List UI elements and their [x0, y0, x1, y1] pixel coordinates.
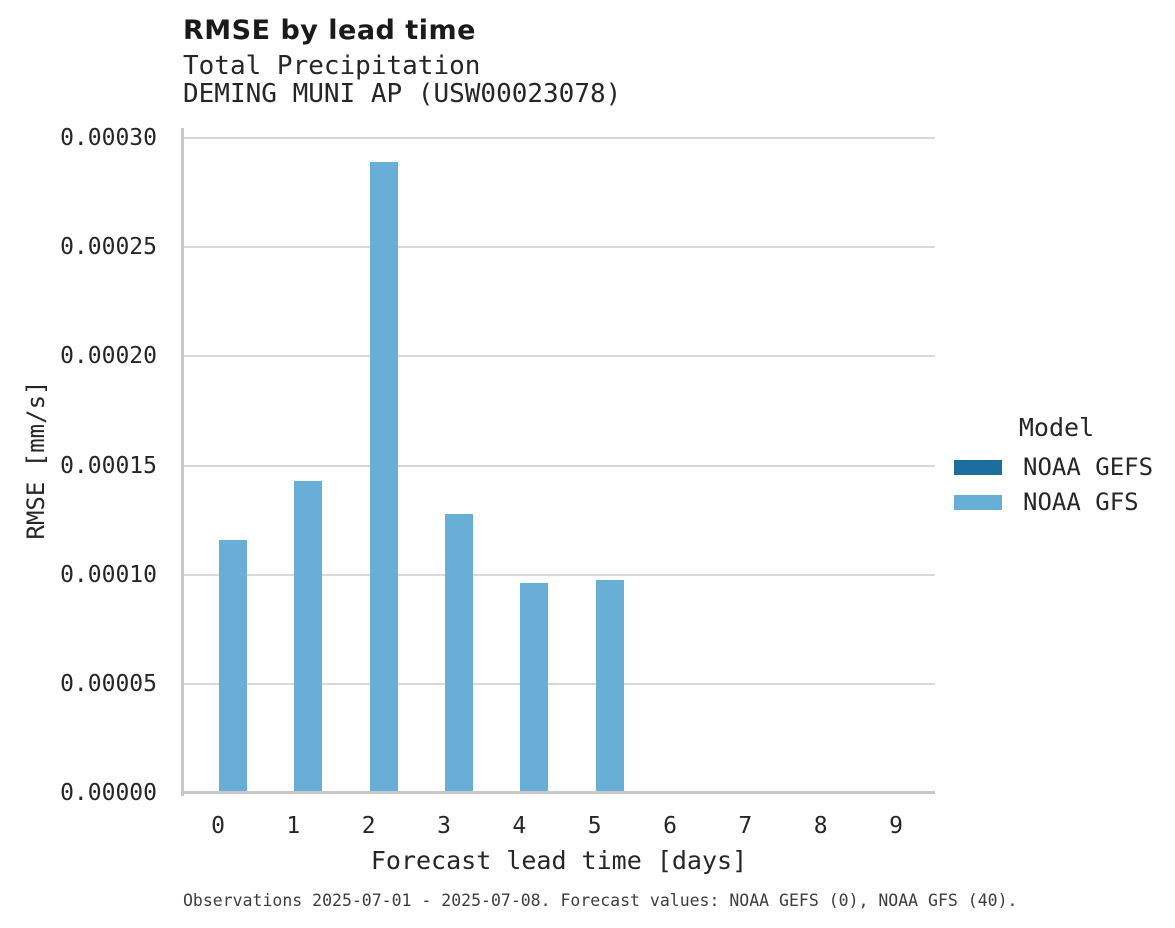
bar-noaa-gfs-0 — [219, 539, 247, 793]
x-axis-baseline — [183, 791, 935, 794]
x-tick-label-3: 3 — [437, 813, 451, 839]
y-tick-label-0.00030: 0.00030 — [60, 125, 157, 151]
legend-label: NOAA GFS — [1023, 488, 1139, 516]
legend-item-noaa-gefs: NOAA GEFS — [954, 453, 1159, 481]
y-gridline-0.00015 — [183, 464, 935, 467]
title-block: RMSE by lead time Total Precipitation DE… — [183, 14, 621, 108]
chart-title: RMSE by lead time — [183, 15, 476, 46]
legend-rows: NOAA GEFS NOAA GFS — [954, 453, 1159, 516]
x-tick-label-0: 0 — [211, 813, 225, 839]
x-axis-label: Forecast lead time [days] — [370, 846, 748, 875]
y-axis-line — [181, 128, 184, 796]
bar-noaa-gfs-5 — [595, 580, 624, 793]
y-tick-label-0.00000: 0.00000 — [60, 780, 157, 806]
legend-item-noaa-gfs: NOAA GFS — [954, 488, 1159, 516]
chart-caption: Observations 2025-07-01 - 2025-07-08. Fo… — [183, 891, 1018, 910]
x-tick-label-1: 1 — [286, 813, 301, 839]
bar-noaa-gfs-4 — [520, 582, 549, 793]
x-tick-label-8: 8 — [813, 813, 828, 839]
y-gridline-0.00010 — [183, 573, 935, 576]
bar-noaa-gfs-1 — [294, 480, 323, 793]
bar-noaa-gfs-2 — [369, 162, 398, 793]
chart-subtitle-station: DEMING MUNI AP (USW00023078) — [183, 79, 622, 109]
y-tick-label-0.00010: 0.00010 — [60, 561, 157, 588]
legend-swatch-icon — [954, 459, 1002, 475]
x-tick-label-5: 5 — [587, 813, 602, 839]
legend-title: Model — [1018, 413, 1095, 442]
x-tick-label-4: 4 — [512, 813, 527, 839]
y-gridline-0.00020 — [183, 355, 935, 358]
x-tick-label-7: 7 — [738, 813, 753, 839]
y-tick-label-0.00025: 0.00025 — [60, 234, 157, 261]
chart-subtitle-variable: Total Precipitation — [183, 51, 481, 81]
legend-label: NOAA GEFS — [1023, 453, 1154, 481]
y-gridline-0.00030 — [183, 137, 935, 139]
plot-area — [181, 128, 935, 796]
bar-noaa-gfs-3 — [445, 513, 473, 793]
y-tick-label-0.00020: 0.00020 — [60, 343, 157, 370]
y-gridline-0.00025 — [183, 246, 935, 249]
x-tick-label-2: 2 — [361, 813, 376, 839]
legend: Model NOAA GEFS NOAA GFS — [954, 414, 1159, 527]
legend-swatch-icon — [954, 494, 1002, 510]
y-gridline-0.00005 — [183, 682, 935, 685]
x-tick-label-9: 9 — [889, 813, 903, 839]
y-tick-label-0.00015: 0.00015 — [60, 452, 157, 479]
y-tick-label-0.00005: 0.00005 — [60, 670, 157, 697]
x-tick-label-6: 6 — [663, 813, 677, 839]
